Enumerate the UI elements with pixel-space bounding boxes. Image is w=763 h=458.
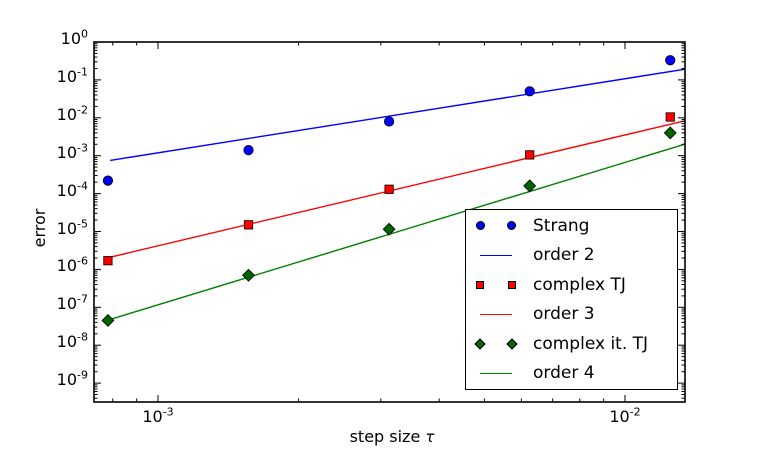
x-axis-label-symbol: τ xyxy=(425,428,435,446)
diamond-marker-icon xyxy=(474,338,486,350)
marker-square-complex-TJ xyxy=(665,112,675,122)
legend-label-complex-tj: complex TJ xyxy=(533,274,626,295)
y-tick-label: 10-4 xyxy=(56,179,88,200)
x-tick-label: 10-2 xyxy=(609,405,641,426)
legend-row-order3: order 3 xyxy=(466,300,677,330)
marker-diamond-complex-it.-TJ xyxy=(242,268,255,282)
y-tick-label: 10-7 xyxy=(56,292,88,314)
marker-square-complex-TJ xyxy=(384,184,394,194)
legend-row-order2: order 2 xyxy=(466,241,677,271)
legend-row-complex-it-tj: complex it. TJ xyxy=(466,329,677,359)
x-axis-label-text: step size xyxy=(349,427,421,446)
square-marker-icon xyxy=(476,280,484,289)
data-markers xyxy=(101,55,677,327)
y-tick-label: 10-5 xyxy=(56,217,88,238)
line-sample-icon xyxy=(480,313,512,315)
marker-circle-Strang xyxy=(665,55,676,66)
y-tick-label: 10-2 xyxy=(56,103,88,124)
legend: Strang order 2 complex TJ order 3 comple… xyxy=(465,209,678,390)
legend-row-order4: order 4 xyxy=(466,359,677,389)
circle-marker-icon xyxy=(507,221,516,231)
legend-label-order3: order 3 xyxy=(533,304,595,325)
line-order-3 xyxy=(110,120,685,258)
circle-marker-icon xyxy=(476,221,485,231)
x-axis-label: step size τ xyxy=(292,427,492,449)
marker-circle-Strang xyxy=(243,145,254,156)
y-tick-label: 100 xyxy=(60,27,88,48)
y-tick-label: 10-6 xyxy=(56,255,88,276)
data-lines xyxy=(109,68,685,321)
legend-swatch-strang xyxy=(476,221,516,231)
marker-diamond-complex-it.-TJ xyxy=(523,179,537,193)
legend-swatch-complex-it-tj xyxy=(474,338,518,350)
legend-row-complex-tj: complex TJ xyxy=(466,270,677,300)
x-tick-label: 10-3 xyxy=(142,405,174,426)
legend-swatch-order4 xyxy=(476,372,516,374)
line-order-2 xyxy=(110,68,685,162)
legend-row-strang: Strang xyxy=(466,211,677,241)
y-tick-label: 10-1 xyxy=(56,65,88,86)
legend-label-order2: order 2 xyxy=(533,245,595,266)
marker-circle-Strang xyxy=(102,175,114,186)
y-tick-label: 10-9 xyxy=(56,368,88,390)
line-sample-icon xyxy=(480,372,512,374)
line-order-4 xyxy=(109,143,685,321)
square-marker-icon xyxy=(508,280,516,289)
y-tick-label: 10-3 xyxy=(56,141,88,162)
legend-label-complex-it-tj: complex it. TJ xyxy=(533,333,649,354)
legend-swatch-complex-tj xyxy=(476,280,516,289)
marker-diamond-complex-it.-TJ xyxy=(663,126,677,140)
marker-square-complex-TJ xyxy=(103,256,113,266)
marker-circle-Strang xyxy=(524,86,535,97)
diamond-marker-icon xyxy=(506,338,518,350)
marker-circle-Strang xyxy=(383,116,395,127)
legend-swatch-order2 xyxy=(476,254,516,256)
marker-diamond-complex-it.-TJ xyxy=(101,313,115,327)
legend-label-order4: order 4 xyxy=(533,363,595,384)
legend-label-strang: Strang xyxy=(533,215,590,236)
line-sample-icon xyxy=(480,254,512,256)
plot-border xyxy=(93,41,686,403)
legend-swatch-order3 xyxy=(476,313,516,315)
y-tick-label: 10-8 xyxy=(56,330,88,352)
axes-spines xyxy=(93,41,686,403)
marker-square-complex-TJ xyxy=(525,150,535,160)
marker-diamond-complex-it.-TJ xyxy=(382,222,396,236)
marker-square-complex-TJ xyxy=(243,220,254,230)
